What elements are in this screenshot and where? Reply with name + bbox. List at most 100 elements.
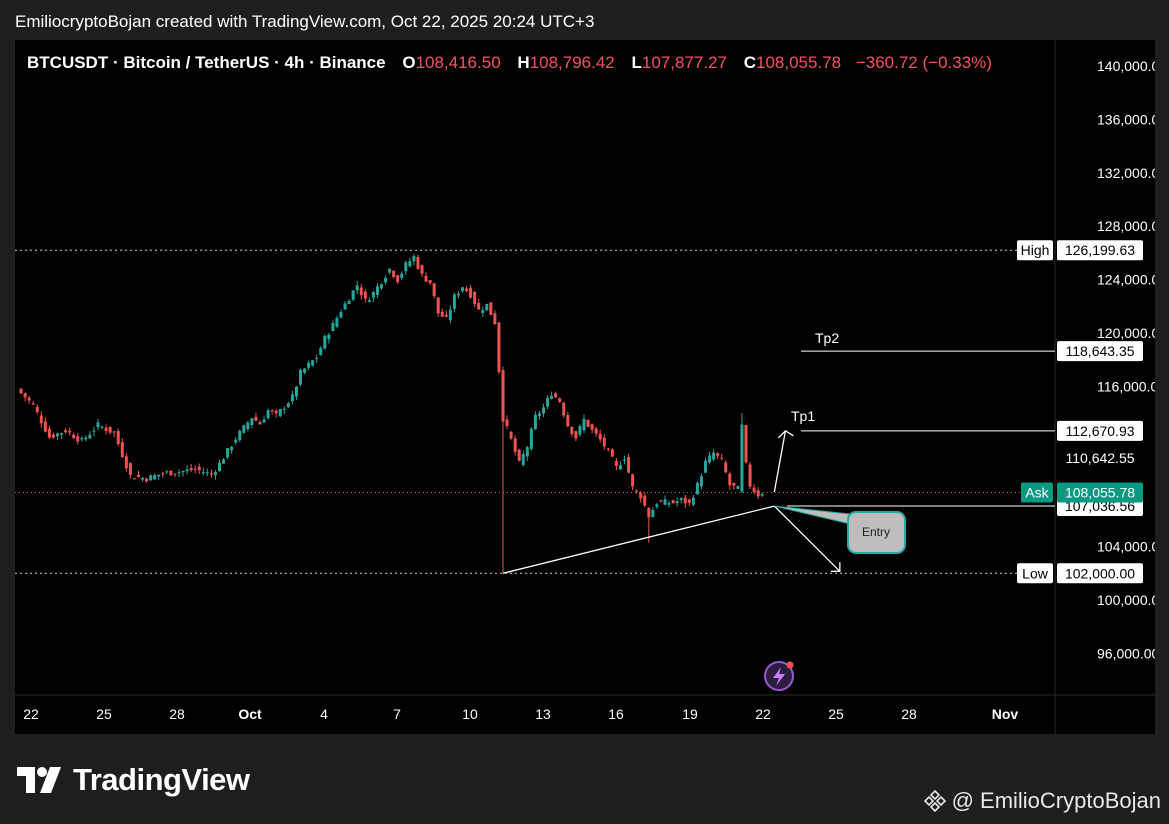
candle-body: [290, 394, 294, 402]
close-value: 108,055.78: [756, 53, 842, 72]
candle-body: [627, 456, 631, 473]
candle-body: [76, 436, 80, 442]
candle-body: [566, 415, 570, 427]
candle-body: [704, 460, 707, 473]
candle-body: [197, 466, 201, 471]
candle-body: [392, 270, 396, 278]
x-tick-label: 16: [608, 706, 624, 722]
candle-body: [274, 410, 278, 414]
candle-body: [132, 478, 136, 480]
candle-body: [72, 434, 76, 439]
candle-body: [222, 459, 226, 464]
candle-body: [448, 309, 452, 321]
candle-body: [347, 300, 351, 305]
candle-body: [153, 475, 157, 480]
candle-body: [643, 495, 647, 506]
candle-body: [481, 310, 485, 313]
candle-body: [299, 369, 302, 385]
candle-body: [327, 334, 331, 340]
candle-body: [558, 398, 562, 403]
candle-body: [489, 302, 493, 316]
x-tick-label: 19: [682, 706, 698, 722]
candle-body: [400, 273, 404, 278]
candle-body: [663, 499, 667, 505]
candle-body: [64, 430, 68, 433]
y-tick-label: 136,000.00: [1097, 111, 1155, 127]
binance-watermark: @ EmilioCryptoBojan: [923, 788, 1161, 814]
symbol-name[interactable]: BTCUSDT · Bitcoin / TetherUS · 4h · Bina…: [27, 53, 386, 72]
line-label-low: Low: [1022, 565, 1049, 581]
candle-body: [116, 431, 120, 445]
x-tick-label: 4: [320, 706, 328, 722]
candle-body: [473, 291, 477, 305]
tradingview-logo-text: TradingView: [73, 762, 250, 797]
candle-body: [574, 431, 578, 439]
candle-body: [456, 293, 460, 296]
candle-body: [169, 470, 173, 476]
chart-area[interactable]: 140,000.00 136,000.00 132,000.00 128,000.00…: [15, 40, 1155, 734]
price-tag: [1057, 341, 1143, 362]
candle-body: [594, 428, 598, 434]
y-tick-label: 124,000.00: [1097, 272, 1155, 288]
entry-callout[interactable]: [847, 511, 906, 554]
candle-body: [343, 303, 347, 310]
candle-body: [659, 500, 663, 502]
candle-body: [335, 317, 339, 327]
candle-body: [92, 430, 96, 432]
candle-body: [307, 362, 311, 368]
down-arrow[interactable]: [773, 505, 841, 572]
candle-body: [351, 290, 355, 300]
candle-body: [699, 476, 703, 487]
candle-body: [501, 370, 505, 422]
candle-body: [586, 419, 590, 427]
line-label-tag: [1017, 563, 1053, 584]
candle-body: [554, 393, 558, 398]
candle-body: [728, 473, 732, 486]
candle-body: [724, 462, 728, 473]
candle-body: [444, 314, 448, 317]
candle-body: [51, 434, 55, 438]
candle-body: [112, 431, 116, 433]
candle-body: [282, 408, 286, 410]
open-value: 108,416.50: [415, 53, 501, 72]
candle-body: [420, 265, 424, 274]
candle-body: [521, 453, 525, 465]
price-tag-label: 118,643.35: [1065, 343, 1134, 359]
candle-body: [56, 433, 59, 437]
candle-body: [323, 335, 327, 349]
candle-body: [465, 288, 469, 292]
price-tag: [1057, 563, 1143, 584]
candle-body: [39, 415, 43, 424]
candle-body: [355, 285, 359, 291]
candle-body: [631, 474, 635, 487]
tp1-arrow[interactable]: [773, 430, 787, 492]
candle-body: [671, 500, 675, 504]
price-axis[interactable]: [1055, 40, 1155, 734]
candle-body: [27, 397, 31, 401]
candle-body: [424, 275, 428, 282]
price-chart[interactable]: 140,000.00 136,000.00 132,000.00 128,000.00…: [15, 40, 1155, 734]
candle-body: [359, 287, 363, 296]
candle-body: [497, 322, 501, 373]
watermark-text: @ EmilioCryptoBojan: [951, 788, 1161, 813]
x-tick-label: 7: [393, 706, 401, 722]
candle-body: [602, 437, 606, 447]
candle-body: [128, 463, 132, 475]
candle-body: [88, 434, 92, 439]
x-tick-label: 25: [96, 706, 112, 722]
price-tag-label: 102,000.00: [1065, 565, 1135, 581]
candle-body: [104, 427, 108, 432]
candle-body: [529, 428, 533, 450]
candle-body: [537, 413, 541, 417]
candle-body: [218, 462, 221, 472]
notification-dot: [786, 661, 794, 669]
candle-body: [177, 472, 181, 474]
candle-body: [234, 439, 238, 443]
candle-body: [185, 469, 189, 472]
candle-body: [408, 261, 412, 267]
candle-body: [493, 313, 497, 325]
candle-body: [193, 468, 197, 470]
candle-body: [691, 497, 695, 505]
trendline[interactable]: [502, 505, 775, 574]
high-label: H: [517, 53, 530, 72]
